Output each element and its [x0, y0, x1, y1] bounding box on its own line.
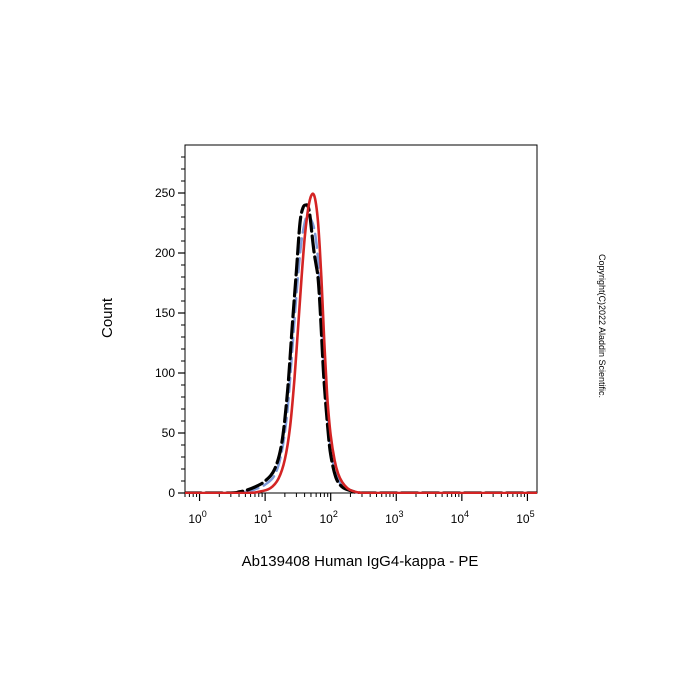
y-tick-label: 250	[155, 186, 175, 200]
y-tick-label: 200	[155, 246, 175, 260]
x-axis-title: Ab139408 Human IgG4-kappa - PE	[242, 553, 479, 570]
y-tick-label: 150	[155, 306, 175, 320]
y-tick-label: 100	[155, 366, 175, 380]
x-tick-base: 10	[320, 512, 334, 526]
y-axis-title: Count	[99, 297, 116, 338]
x-tick-base: 10	[451, 512, 465, 526]
y-axis: 0 50 100 150 200 250	[155, 156, 185, 500]
x-tick-label: 104	[451, 509, 469, 526]
x-tick-label: 105	[516, 509, 534, 526]
x-axis: 100 101 102 103 104 105	[184, 493, 535, 526]
series-red-line	[185, 192, 537, 494]
x-tick-exponent: 1	[267, 509, 272, 519]
x-tick-exponent: 4	[464, 509, 469, 519]
x-tick-label: 101	[254, 509, 272, 526]
x-tick-base: 10	[188, 512, 202, 526]
x-tick-exponent: 0	[202, 509, 207, 519]
series-black-dashed-line	[185, 203, 537, 494]
y-tick-label: 0	[168, 486, 175, 500]
plot-border	[184, 144, 538, 494]
x-tick-exponent: 2	[333, 509, 338, 519]
x-tick-label: 102	[320, 509, 338, 526]
y-tick-label: 50	[162, 426, 176, 440]
series-layer	[185, 192, 537, 494]
plot-frame	[184, 144, 538, 494]
x-tick-label: 103	[385, 509, 403, 526]
x-tick-label: 100	[188, 509, 206, 526]
x-tick-exponent: 5	[530, 509, 535, 519]
x-tick-base: 10	[516, 512, 530, 526]
x-tick-base: 10	[385, 512, 399, 526]
series-blue-dashed-line	[185, 213, 537, 494]
x-tick-base: 10	[254, 512, 268, 526]
copyright-text: Copyright(C)2022 Aladdin Scientific.	[597, 254, 607, 398]
x-tick-exponent: 3	[398, 509, 403, 519]
